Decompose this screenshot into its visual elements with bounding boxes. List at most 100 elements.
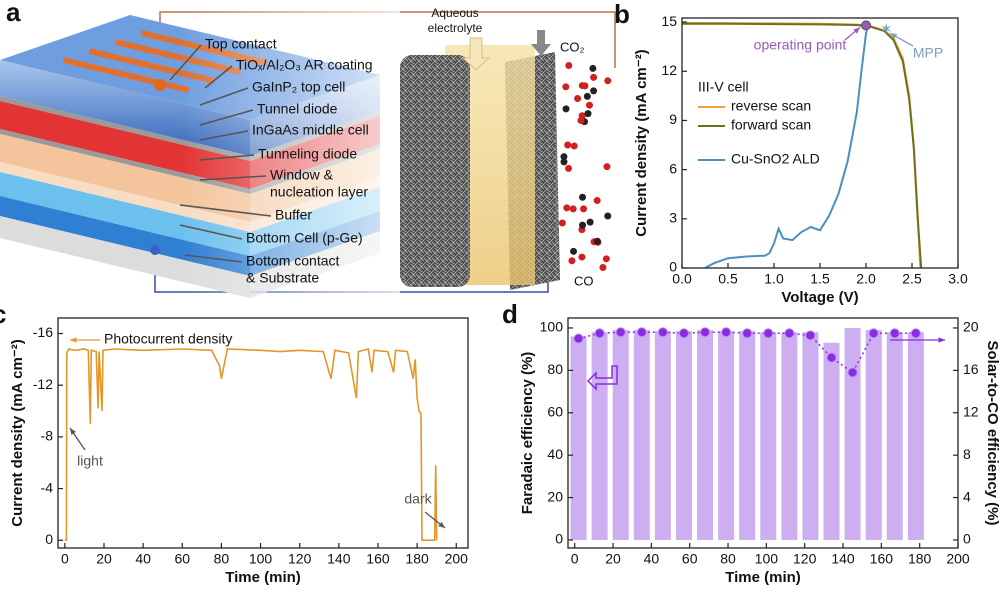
x-tick-label: 3.0 bbox=[948, 271, 968, 287]
molecule bbox=[580, 205, 588, 213]
molecule bbox=[565, 164, 573, 172]
molecule bbox=[565, 62, 573, 70]
bar bbox=[907, 332, 924, 540]
efficiency-point bbox=[742, 328, 753, 339]
x-tick-label: 40 bbox=[644, 551, 660, 567]
molecule bbox=[579, 193, 587, 201]
x-tick-label: 1.5 bbox=[810, 271, 830, 287]
efficiency-point bbox=[826, 352, 837, 363]
y-axis-title: Faradaic efficiency (%) bbox=[519, 352, 536, 515]
y-tick-label: 3 bbox=[669, 210, 677, 226]
x-tick-label: 20 bbox=[96, 551, 112, 567]
bar bbox=[823, 342, 840, 540]
arrow bbox=[461, 37, 491, 71]
x-tick-label: 2.0 bbox=[856, 271, 876, 287]
y-tick-label: -4 bbox=[41, 479, 54, 495]
leader-line bbox=[184, 254, 243, 263]
molecule bbox=[604, 77, 612, 85]
legend-label: reverse scan bbox=[731, 98, 811, 114]
panel-label: c bbox=[0, 299, 6, 329]
panel-label: b bbox=[614, 0, 630, 29]
molecule bbox=[585, 101, 593, 109]
data-line bbox=[682, 22, 923, 269]
operating-point bbox=[861, 20, 871, 31]
contact-finger bbox=[62, 57, 190, 93]
y-tick-label: 12 bbox=[661, 62, 677, 78]
molecule bbox=[604, 212, 612, 220]
layer-label: Tunneling diode bbox=[258, 146, 357, 162]
y-tick-label: 100 bbox=[540, 319, 564, 335]
contact-dot bbox=[150, 245, 160, 255]
x-tick-label: 0.5 bbox=[718, 271, 738, 287]
y2-axis-title: Solar-to-CO efficiency (%) bbox=[984, 340, 1000, 525]
leader-line bbox=[199, 130, 249, 141]
x-tick-label: 180 bbox=[908, 551, 932, 567]
data-line bbox=[64, 348, 438, 541]
x-tick-label: 2.5 bbox=[902, 271, 922, 287]
bar bbox=[570, 336, 587, 540]
y-tick-label: 40 bbox=[547, 446, 563, 462]
leader-line bbox=[199, 87, 249, 106]
y-tick-label: 0 bbox=[45, 531, 53, 547]
y-tick-label: 6 bbox=[669, 160, 677, 176]
y-tick-label: 20 bbox=[547, 488, 563, 504]
x-tick-label: 180 bbox=[405, 551, 429, 567]
leader-line bbox=[199, 175, 267, 181]
x-tick-label: 140 bbox=[831, 551, 855, 567]
y-tick-label: -12 bbox=[33, 376, 53, 392]
efficiency-point bbox=[868, 328, 879, 339]
x-tick-label: 60 bbox=[174, 551, 190, 567]
legend-label: forward scan bbox=[731, 117, 811, 133]
y-tick-label: 0 bbox=[669, 259, 677, 275]
x-tick-label: 80 bbox=[720, 551, 736, 567]
contact-dot bbox=[154, 79, 166, 91]
annotation: MPP bbox=[913, 45, 943, 61]
y-tick-label: 80 bbox=[547, 361, 563, 377]
x-tick-label: 0.0 bbox=[672, 271, 692, 287]
bar bbox=[675, 331, 692, 540]
layer-label: InGaAs middle cell bbox=[252, 122, 369, 138]
efficiency-point bbox=[573, 333, 584, 344]
y2-tick-label: 16 bbox=[963, 361, 979, 377]
y2-tick-label: 4 bbox=[963, 488, 971, 504]
x-tick-label: 120 bbox=[288, 551, 312, 567]
efficiency-point bbox=[910, 328, 921, 339]
molecule bbox=[586, 218, 594, 226]
reactant-label: CO₂ bbox=[560, 39, 585, 54]
y-tick-label: -16 bbox=[33, 324, 53, 340]
efficiency-point bbox=[784, 328, 795, 339]
efficiency-point bbox=[700, 327, 711, 338]
legend-label: Photocurrent density bbox=[104, 331, 232, 347]
leader-line bbox=[199, 109, 254, 126]
y-axis-title: Current density (mA cm⁻²) bbox=[9, 339, 26, 526]
y2-tick-label: 20 bbox=[963, 319, 979, 335]
molecule bbox=[560, 158, 568, 166]
leader-line bbox=[169, 44, 202, 81]
annotation: dark bbox=[404, 491, 432, 507]
solar-cell-stack bbox=[0, 0, 400, 320]
layer-label: TiOₓ/Al₂O₃ AR coating bbox=[236, 57, 373, 73]
bar bbox=[654, 331, 671, 540]
schematic bbox=[0, 0, 616, 320]
plot-frame bbox=[57, 317, 469, 549]
efficiency-point bbox=[763, 328, 774, 339]
y2-tick-label: 0 bbox=[963, 531, 971, 547]
bar bbox=[697, 330, 714, 540]
axis-arrow bbox=[586, 365, 618, 391]
layer-label: Tunnel diode bbox=[257, 101, 338, 117]
layer-label: Bottom Cell (p-Ge) bbox=[246, 230, 363, 246]
x-tick-label: 200 bbox=[445, 551, 469, 567]
x-axis-title: Time (min) bbox=[725, 569, 801, 586]
x-tick-label: 100 bbox=[755, 551, 779, 567]
y-tick-label: 15 bbox=[661, 13, 677, 29]
leader-line bbox=[179, 224, 243, 240]
molecule bbox=[590, 73, 598, 81]
bar bbox=[633, 330, 650, 540]
fade bbox=[180, 0, 400, 320]
x-tick-label: 60 bbox=[682, 551, 698, 567]
layer-label: & Substrate bbox=[246, 270, 319, 286]
x-tick-label: 20 bbox=[605, 551, 621, 567]
panel-label: a bbox=[6, 0, 21, 27]
arrow-head bbox=[438, 521, 445, 528]
molecule bbox=[599, 263, 607, 271]
